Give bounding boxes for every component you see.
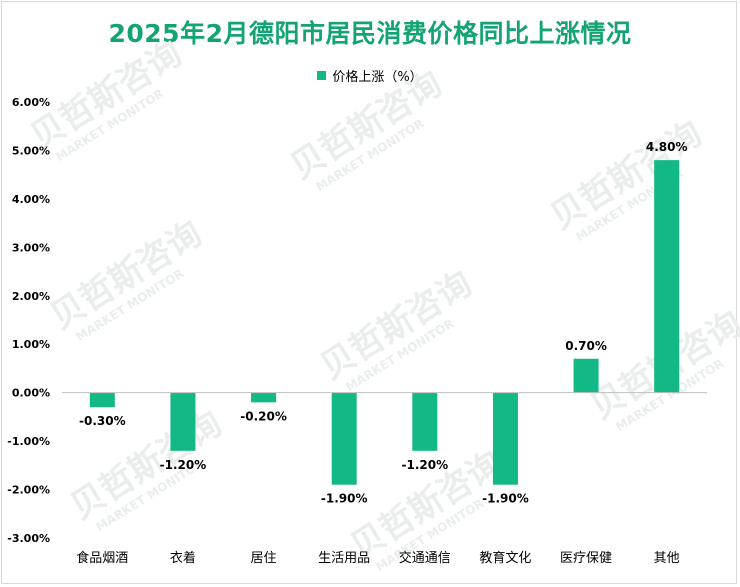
data-label: -0.20%	[240, 409, 287, 423]
legend-label: 价格上涨（%）	[332, 70, 423, 85]
y-tick-label: -2.00%	[7, 484, 50, 497]
bar	[412, 392, 438, 451]
x-tick-label: 居住	[251, 551, 277, 566]
bars	[89, 160, 680, 485]
chart-title: 2025年2月德阳市居民消费价格同比上涨情况	[108, 19, 632, 48]
y-tick-label: -3.00%	[7, 532, 50, 545]
x-tick-label: 生活用品	[318, 551, 370, 566]
legend-swatch	[317, 71, 327, 80]
y-tick-label: -1.00%	[7, 435, 50, 448]
data-label: 0.70%	[565, 339, 607, 353]
x-tick-label: 衣着	[170, 550, 196, 566]
data-label: -1.90%	[321, 492, 368, 506]
bar	[492, 392, 518, 485]
data-label: -0.30%	[79, 414, 126, 428]
x-tick-label: 食品烟酒	[76, 550, 128, 566]
chart-legend: 价格上涨（%）	[0, 66, 740, 85]
data-label: -1.20%	[160, 458, 207, 472]
bar	[654, 160, 680, 393]
y-tick-label: 2.00%	[12, 290, 50, 303]
y-tick-label: 4.00%	[12, 193, 50, 206]
y-axis-labels: 6.00% 5.00% 4.00% 3.00% 2.00% 1.00% 0.00% -1.00…	[7, 96, 50, 545]
bar	[89, 392, 115, 408]
bar	[331, 392, 357, 485]
y-tick-label: 6.00%	[12, 96, 50, 109]
x-axis-labels: 食品烟酒 衣着 居住 生活用品 交通通信 教育文化 医疗保健 其他	[76, 550, 679, 566]
y-tick-label: 0.00%	[12, 387, 50, 400]
y-tick-label: 3.00%	[12, 241, 50, 254]
bar	[573, 358, 599, 393]
x-tick-label: 医疗保健	[560, 551, 612, 566]
x-tick-label: 教育文化	[479, 550, 531, 566]
y-tick-label: 5.00%	[12, 144, 50, 157]
bar	[251, 392, 277, 403]
data-label: 4.80%	[646, 140, 688, 154]
data-labels: -0.30% -1.20% -0.20% -1.90% -1.20% -1.90% 0.70…	[79, 140, 688, 506]
x-tick-label: 交通通信	[399, 550, 451, 566]
data-label: -1.90%	[482, 492, 529, 506]
y-tick-label: 1.00%	[12, 338, 50, 351]
bar	[170, 392, 196, 451]
data-label: -1.20%	[402, 458, 449, 472]
x-tick-label: 其他	[654, 551, 680, 566]
